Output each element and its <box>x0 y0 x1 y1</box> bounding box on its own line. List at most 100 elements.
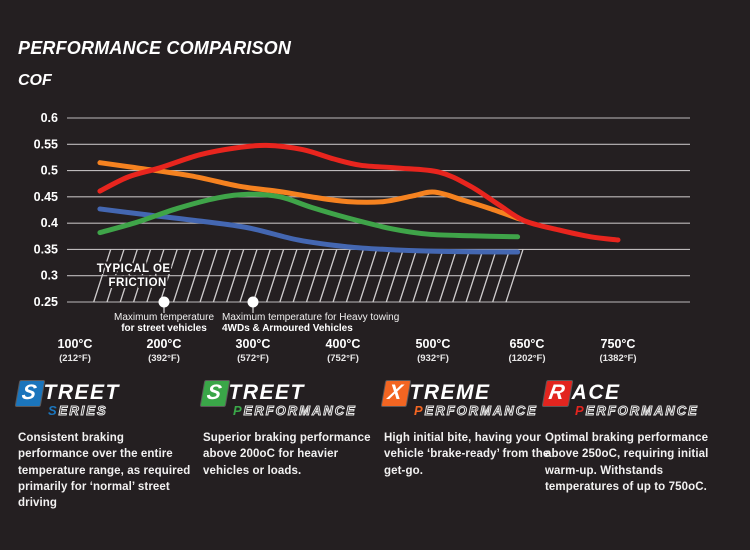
x-tick-label-c: 400°C <box>326 337 361 351</box>
hatch-line <box>265 249 285 303</box>
race-performance-logo: R ACE <box>542 381 721 406</box>
logo-initial: S <box>20 381 40 404</box>
logo-initial: R <box>547 381 568 404</box>
sublogo-word: ERFORMANCE <box>424 403 538 418</box>
cof-axis-title: COF <box>18 72 52 89</box>
logo-word: TREME <box>409 381 491 404</box>
logo-word: TREET <box>228 381 305 404</box>
street-series-sublogo: SERIES <box>48 403 194 418</box>
x-tick-label-c: 300°C <box>236 337 271 351</box>
xtreme-performance-logo: X TREME <box>381 381 560 406</box>
hatch-line <box>226 249 245 303</box>
hatch-line <box>106 249 125 303</box>
race-performance-sublogo: PERFORMANCE <box>575 403 721 418</box>
hatch-line <box>132 249 152 303</box>
hatch-line <box>372 249 391 303</box>
hatch-line <box>199 249 218 303</box>
hatch-line <box>385 249 404 303</box>
cof-temperature-line-chart: 0.6 0.55 0.5 0.45 0.4 0.35 0.3 0.25 TYPICAL OE FR… <box>34 111 690 364</box>
x-tick-label-c: 650°C <box>510 337 545 351</box>
logo-initial-box: S <box>15 381 44 406</box>
logo-word: ACE <box>571 381 621 404</box>
hatch-line <box>186 249 205 303</box>
hatch-line <box>332 249 351 303</box>
logo-initial: X <box>386 381 406 404</box>
x-tick-label-f: (212°F) <box>59 353 91 364</box>
hatch-line <box>305 249 325 303</box>
y-tick-label: 0.6 <box>41 111 58 125</box>
hatch-line <box>465 249 484 303</box>
product-xtreme-performance: X TREME PERFORMANCE High initial bite, ha… <box>381 381 560 479</box>
xtreme-performance-sublogo: PERFORMANCE <box>414 403 560 418</box>
x-tick-label-f: (1382°F) <box>599 353 636 364</box>
sublogo-word: ERFORMANCE <box>585 403 699 418</box>
hatch-line <box>359 249 378 303</box>
street-performance-logo: S TREET <box>200 381 379 406</box>
marker-dot <box>158 296 170 308</box>
typical-oe-friction-zone: TYPICAL OE FRICTION <box>93 249 524 303</box>
hatch-line <box>398 249 418 303</box>
y-tick-label: 0.55 <box>34 137 58 151</box>
hatch-line <box>119 249 138 303</box>
page-title: PERFORMANCE COMPARISON <box>18 38 292 58</box>
logo-initial-box: X <box>381 381 410 406</box>
series-line-street-performance <box>97 191 521 240</box>
product-street-performance: S TREET PERFORMANCE Superior braking perf… <box>200 381 379 479</box>
sublogo-word: ERFORMANCE <box>243 403 357 418</box>
hatch-line <box>452 249 471 303</box>
product-description: Superior braking performance above 200oC… <box>203 432 371 477</box>
hatch-line <box>279 249 298 303</box>
x-tick-label-c: 100°C <box>58 337 93 351</box>
x-tick-label-f: (1202°F) <box>508 353 545 364</box>
logo-initial-box: R <box>542 381 572 406</box>
sublogo-initial: P <box>233 403 244 418</box>
marker-label-line1: Maximum temperature <box>114 312 214 323</box>
sublogo-initial: P <box>575 403 586 418</box>
oe-zone-label-line1: TYPICAL OE <box>97 263 171 275</box>
sublogo-initial: P <box>414 403 425 418</box>
hatch-line <box>425 249 444 303</box>
hatch-line <box>159 249 178 303</box>
hatch-line <box>345 249 365 303</box>
hatch-line <box>492 249 511 303</box>
hatch-line <box>172 249 192 303</box>
sublogo-initial: S <box>48 403 59 418</box>
y-tick-label: 0.3 <box>41 269 58 283</box>
hatch-line <box>438 249 458 303</box>
x-tick-label-c: 750°C <box>601 337 636 351</box>
y-tick-label: 0.45 <box>34 190 58 204</box>
y-tick-label: 0.5 <box>41 164 58 178</box>
oe-zone-label-line2: FRICTION <box>109 277 167 289</box>
product-description: Consistent braking performance over the … <box>18 432 191 510</box>
x-tick-label-c: 500°C <box>416 337 451 351</box>
x-tick-label-f: (932°F) <box>417 353 449 364</box>
y-tick-label: 0.4 <box>41 216 58 230</box>
hatch-line <box>252 249 271 303</box>
marker-dot <box>247 296 259 308</box>
marker-label-line1: Maximum temperature for Heavy towing <box>222 312 399 323</box>
x-tick-label-f: (392°F) <box>148 353 180 364</box>
product-description: Optimal braking performance above 250oC,… <box>545 432 709 493</box>
x-tick-label-f: (752°F) <box>327 353 359 364</box>
series-line-street-series <box>97 206 521 255</box>
hatch-line <box>239 249 258 303</box>
logo-initial: S <box>205 381 225 404</box>
logo-word: TREET <box>43 381 120 404</box>
hatch-line <box>212 249 232 303</box>
hatch-line <box>292 249 311 303</box>
logo-initial-box: S <box>200 381 229 406</box>
hatch-line <box>478 249 498 303</box>
sublogo-word: ERIES <box>58 403 108 418</box>
x-tick-label-c: 200°C <box>147 337 182 351</box>
y-tick-label: 0.35 <box>34 242 58 256</box>
product-street-series: S TREET SERIES Consistent braking perform… <box>15 381 194 512</box>
marker-label-line2: 4WDs & Armoured Vehicles <box>222 323 353 334</box>
marker-label-line2: for street vehicles <box>121 323 207 334</box>
hatch-line <box>146 249 165 303</box>
hatch-line <box>319 249 338 303</box>
hatch-line <box>93 249 112 303</box>
x-tick-label-f: (572°F) <box>237 353 269 364</box>
product-race-performance: R ACE PERFORMANCE Optimal braking perform… <box>542 381 721 495</box>
hatch-line <box>412 249 431 303</box>
